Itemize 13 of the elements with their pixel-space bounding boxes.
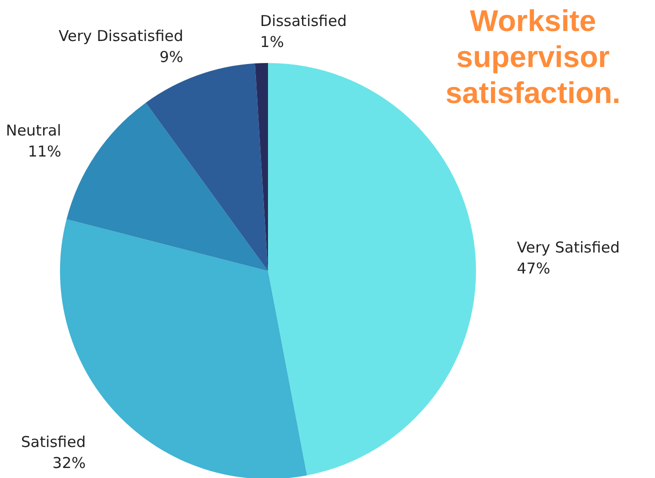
text: Worksite supervisor satisfaction.: [444, 4, 622, 112]
slice-label: Neutral: [6, 121, 62, 140]
data-label: 32%: [52, 454, 86, 472]
data-label: 9%: [160, 48, 184, 66]
slice-label: Very Satisfied: [516, 238, 620, 256]
slice-label: Dissatisfied: [260, 12, 347, 30]
slice-label: Satisfied: [20, 433, 86, 452]
data-label: 1%: [260, 33, 284, 52]
pie-slice: [146, 63, 268, 271]
pie-slice: [66, 102, 268, 271]
data-label: 47%: [516, 259, 550, 278]
data-label: 11%: [28, 142, 62, 160]
slice-label: Very Dissatisfied: [58, 26, 184, 45]
